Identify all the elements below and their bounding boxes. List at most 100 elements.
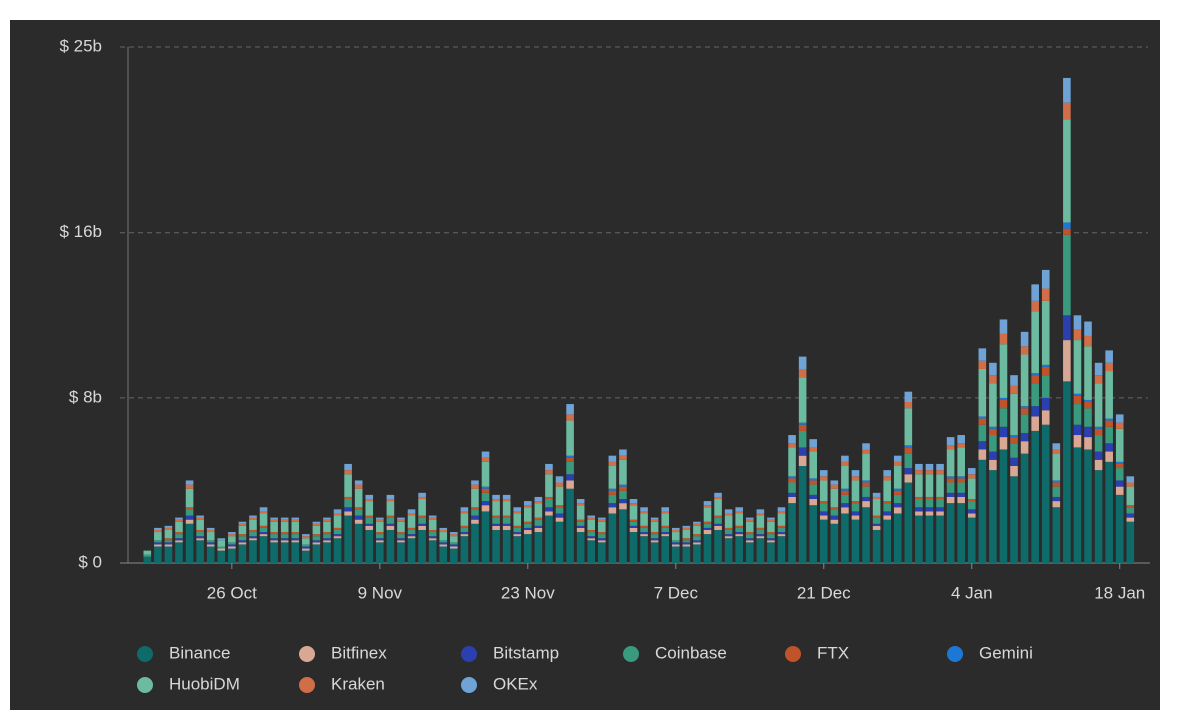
bar-segment [354,484,363,489]
bar-segment [862,449,870,454]
bar-segment [767,532,775,535]
bar-segment [365,525,374,530]
y-tick-label: $ 25b [59,36,102,55]
bar-segment [798,447,807,456]
bar-segment [904,408,913,446]
bar-segment [460,532,469,535]
bar-segment [999,437,1008,450]
bar-segment [481,461,490,487]
bar-segment [745,542,754,563]
bar-segment [175,532,183,535]
bar-segment [745,532,754,535]
bar-segment [291,542,300,563]
bar-segment [439,529,448,533]
bar-segment [883,480,891,502]
bar-segment [671,529,680,533]
bar-segment [703,523,712,528]
bar-segment [608,465,617,489]
bar-segment [566,420,574,456]
bar-segment [1073,435,1082,448]
bar-segment [671,544,680,547]
legend-swatch [785,646,801,662]
bar-segment [312,536,321,541]
bar-segment [502,529,511,563]
bar-segment [376,542,384,563]
bar-segment [175,521,183,533]
bar-segment [619,455,627,460]
bar-segment [481,492,490,502]
bar-segment [1073,395,1082,405]
bar-segment [238,540,247,543]
legend-swatch [137,646,153,662]
bar-segment [735,532,744,535]
bar-segment [428,517,437,520]
bar-segment [767,540,775,543]
bar-segment [1010,465,1018,477]
bar-segment [513,536,522,563]
bar-segment [333,513,342,516]
bar-segment [724,538,733,563]
bar-segment [185,509,194,516]
bar-segment [185,484,194,489]
bar-segment [650,532,659,535]
bar-segment [767,534,775,539]
bar-segment [196,517,204,520]
bar-segment [1052,496,1061,502]
legend-swatch [299,677,315,693]
y-tick-label: $ 0 [78,552,102,571]
bar-segment [841,465,849,489]
bar-segment [185,507,194,510]
bar-segment [1115,486,1124,495]
bar-segment [872,529,881,563]
bar-segment [693,542,701,545]
bar-segment [629,532,638,563]
bar-segment [693,540,701,543]
bar-segment [872,492,881,497]
bar-segment [164,538,173,541]
bar-segment [967,474,976,479]
bar-segment [893,488,902,491]
bar-segment [566,414,574,421]
bar-segment [809,505,817,563]
bar-segment [946,449,955,477]
bar-segment [957,503,965,563]
bar-segment [418,496,426,500]
bar-segment [999,397,1008,400]
bar-segment [788,496,796,504]
bar-segment [851,519,860,563]
bar-segment [555,517,564,522]
bar-segment [1010,385,1018,394]
bar-segment [471,480,479,485]
bar-segment [175,517,183,520]
bar-segment [999,399,1008,409]
bar-segment [619,490,627,500]
bar-segment [1115,428,1124,462]
bar-segment [154,532,162,541]
bar-segment [936,515,944,563]
bar-segment [164,525,173,528]
bar-segment [989,435,997,452]
bar-segment [851,511,860,516]
bar-segment [185,519,194,524]
bar-segment [682,527,691,530]
bar-segment [502,494,511,500]
bar-segment [756,513,765,516]
bar-segment [1073,447,1082,563]
bar-segment [418,515,426,518]
bar-segment [967,501,976,510]
bar-segment [661,507,670,512]
bar-segment [555,521,564,563]
bar-segment [904,453,913,469]
bar-segment [925,496,934,500]
bar-segment [809,484,817,495]
bar-segment [545,499,553,508]
bar-segment [587,538,596,541]
bar-segment [650,519,659,522]
bar-segment [1105,420,1113,427]
bar-segment [566,474,574,481]
bar-segment [989,459,997,471]
bar-segment [661,525,670,528]
bar-segment [1063,102,1071,120]
bar-segment [724,529,733,535]
bar-segment [333,536,342,539]
